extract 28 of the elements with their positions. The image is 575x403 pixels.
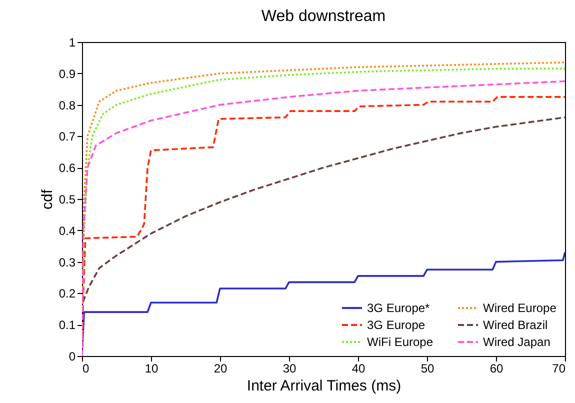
y-tick-label: 0.4: [58, 224, 76, 238]
y-tick-label: 1: [68, 36, 76, 50]
legend-label: Wired Brazil: [483, 318, 548, 332]
x-tick-label: 70: [552, 362, 566, 376]
legend-label: 3G Europe*: [367, 301, 430, 315]
y-tick-label: 0.6: [58, 161, 76, 176]
y-tick-label: 0.1: [58, 318, 76, 332]
x-tick-label: 50: [420, 362, 434, 376]
y-tick-label: 0.5: [58, 192, 76, 206]
x-tick-label: 60: [490, 362, 504, 376]
x-tick-label: 10: [144, 362, 158, 376]
y-tick-label: 0: [68, 350, 76, 364]
y-tick-label: 0.8: [58, 98, 76, 112]
y-tick-label: 0.3: [58, 255, 76, 270]
legend-label: Wired Japan: [483, 335, 550, 349]
x-tick-label: 20: [214, 362, 228, 376]
x-tick-label: 40: [352, 362, 366, 376]
x-tick-label: 0: [82, 362, 90, 376]
x-axis-title: Inter Arrival Times (ms): [246, 378, 402, 394]
y-tick-label: 0.7: [58, 130, 76, 144]
y-tick-label: 0.2: [58, 286, 76, 301]
x-tick-label: 30: [282, 362, 296, 376]
chart-title: Web downstream: [261, 8, 386, 25]
legend-label: 3G Europe: [367, 318, 426, 332]
legend-label: WiFi Europe: [367, 335, 434, 349]
legend-label: Wired Europe: [483, 301, 557, 315]
y-axis-title: cdf: [38, 188, 56, 210]
y-tick-label: 0.9: [58, 66, 76, 81]
